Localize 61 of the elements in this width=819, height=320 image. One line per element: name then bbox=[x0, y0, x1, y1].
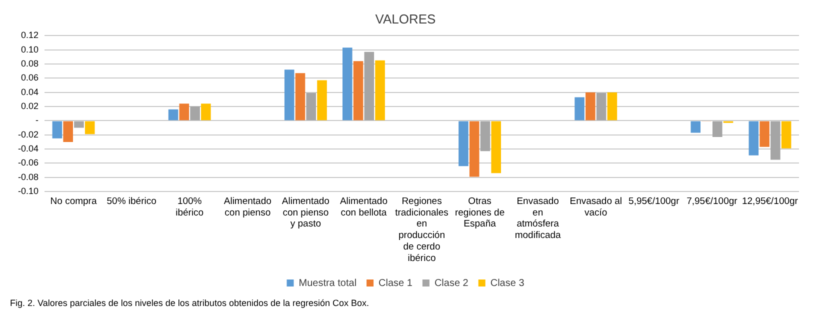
y-tick-label: 0.10 bbox=[20, 44, 39, 54]
bar bbox=[607, 92, 618, 120]
bar bbox=[586, 92, 596, 120]
bar bbox=[52, 121, 62, 138]
bar bbox=[596, 93, 606, 120]
bar bbox=[712, 121, 722, 137]
y-tick-label: 0.08 bbox=[20, 58, 39, 68]
bar bbox=[574, 97, 584, 120]
bar bbox=[690, 121, 701, 133]
bar bbox=[353, 61, 364, 120]
bar bbox=[84, 121, 95, 134]
legend-label: Muestra total bbox=[298, 278, 357, 289]
bar bbox=[63, 121, 73, 142]
y-tick-label: -0.06 bbox=[18, 158, 39, 168]
x-tick-label: 50% ibérico bbox=[106, 196, 156, 207]
bar bbox=[295, 73, 306, 120]
legend-label: Clase 2 bbox=[434, 278, 469, 289]
y-tick-label: 0.12 bbox=[20, 30, 39, 40]
bar bbox=[317, 80, 327, 120]
x-tick-label: 12,95€/100gr bbox=[742, 196, 798, 207]
caption: Fig. 2. Valores parciales de los niveles de los atributos obtenidos de la regresión Cox Box. bbox=[10, 298, 370, 308]
bar bbox=[770, 121, 780, 160]
bar bbox=[375, 60, 385, 120]
x-tick-label: 100% ibérico bbox=[176, 196, 204, 218]
x-tick-label: Otras regiones de España bbox=[454, 196, 505, 230]
x-tick-label: Alimentado con bellota bbox=[340, 196, 388, 218]
bar bbox=[284, 70, 294, 120]
x-tick-label: Regiones tradicionales en producción de cerdo ibérico bbox=[395, 196, 449, 264]
x-tick-label: No compra bbox=[50, 196, 98, 207]
bar bbox=[469, 121, 480, 177]
y-tick-label: 0.06 bbox=[20, 72, 39, 83]
x-tick-label: Alimentado con pienso y pasto bbox=[282, 196, 330, 230]
bar bbox=[781, 121, 792, 148]
y-tick-label: - bbox=[36, 115, 39, 126]
bar bbox=[179, 104, 190, 120]
chart-title: VALORES bbox=[375, 11, 436, 26]
y-tick-label: 0.02 bbox=[20, 100, 39, 111]
y-tick-label: 0.04 bbox=[20, 86, 39, 97]
x-tick-label: 5,95€/100gr bbox=[628, 196, 680, 207]
bar bbox=[306, 93, 316, 120]
y-tick-label: -0.08 bbox=[18, 172, 39, 182]
bar bbox=[491, 121, 502, 174]
bar bbox=[168, 109, 178, 120]
legend-label: Clase 3 bbox=[490, 278, 525, 289]
y-tick-label: -0.10 bbox=[18, 186, 39, 196]
bar bbox=[201, 104, 211, 120]
legend-label: Clase 1 bbox=[378, 278, 413, 289]
x-tick-label: Envasado al vacío bbox=[570, 196, 622, 218]
bar bbox=[364, 52, 374, 120]
bar bbox=[74, 121, 84, 128]
x-tick-label: Envasado en atmósfera modificada bbox=[514, 196, 562, 242]
x-tick-label: 7,95€/100gr bbox=[686, 196, 738, 207]
bar bbox=[760, 121, 770, 147]
bar bbox=[748, 121, 759, 156]
x-tick-label: Alimentado con pienso bbox=[224, 196, 272, 218]
bar bbox=[480, 121, 490, 152]
bar bbox=[342, 48, 352, 120]
y-tick-label: -0.02 bbox=[18, 129, 39, 140]
y-tick-label: -0.04 bbox=[18, 144, 39, 154]
bar bbox=[190, 106, 200, 120]
bar bbox=[458, 121, 468, 166]
